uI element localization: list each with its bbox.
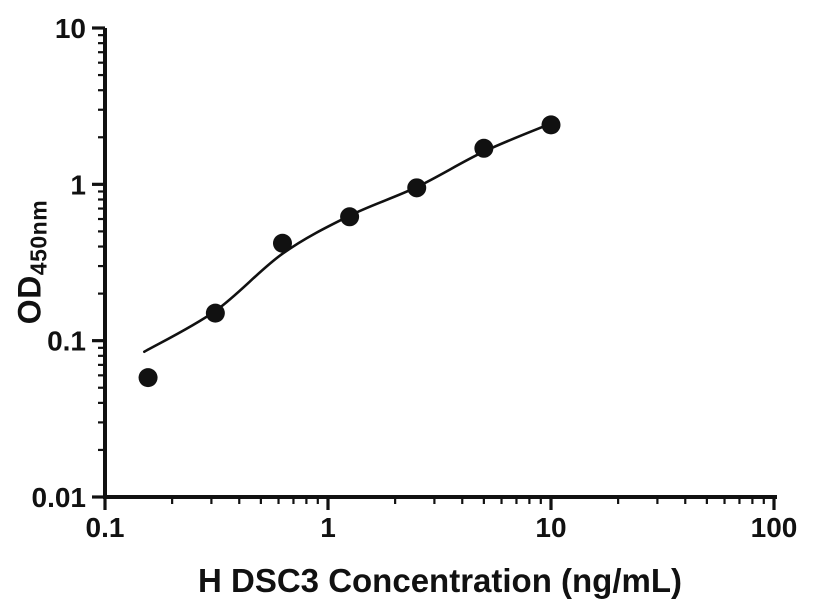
y-axis-title: OD450nm — [12, 200, 53, 324]
x-tick-label: 100 — [751, 512, 798, 543]
fit-curve-line — [143, 122, 553, 353]
data-point — [474, 138, 494, 158]
data-point — [340, 207, 360, 227]
data-point — [205, 303, 225, 323]
data-point — [407, 178, 427, 198]
x-axis-title: H DSC3 Concentration (ng/mL) — [198, 562, 682, 599]
y-tick-label: 0.1 — [47, 326, 86, 357]
data-point — [541, 115, 561, 135]
x-tick-label: 10 — [535, 512, 566, 543]
x-tick-label: 1 — [320, 512, 336, 543]
y-tick-label: 10 — [55, 13, 86, 44]
y-axis-title-main: OD — [11, 275, 48, 325]
y-tick-label: 0.01 — [32, 482, 87, 513]
x-tick-label: 0.1 — [86, 512, 125, 543]
data-point — [272, 233, 292, 253]
data-point — [138, 368, 158, 388]
y-axis-title-subscript: 450nm — [25, 199, 52, 276]
y-tick-label: 1 — [70, 169, 86, 200]
